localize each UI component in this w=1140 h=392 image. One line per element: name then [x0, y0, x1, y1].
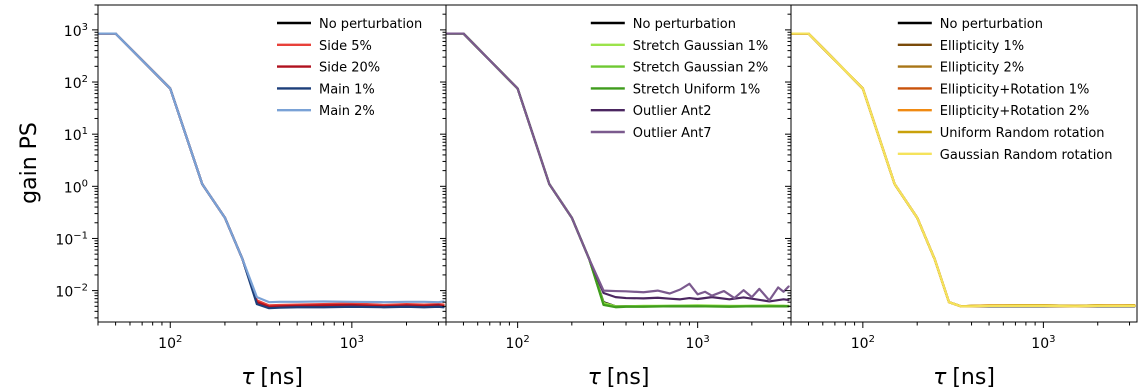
- y-tick-label: 10−1: [55, 230, 88, 248]
- x-axis-title: τ [ns]: [241, 365, 303, 390]
- legend: No perturbation Side 5% Side 20% Main 1% Mai…: [277, 17, 422, 119]
- legend-label: Side 5%: [319, 39, 372, 54]
- legend-label: No perturbation: [319, 17, 422, 32]
- x-tick-label: 102: [158, 334, 182, 352]
- series-line-1: [98, 32, 445, 308]
- legend-label: Stretch Gaussian 1%: [633, 39, 768, 54]
- plot-frame: [790, 4, 1138, 323]
- y-tick-label: 101: [64, 126, 88, 144]
- legend-label: Side 20%: [319, 61, 380, 76]
- legend-label: Ellipticity 1%: [940, 39, 1024, 54]
- series-group: [446, 32, 790, 309]
- series-line-5: [98, 32, 445, 304]
- x-axis-unit: [ns]: [952, 365, 995, 390]
- x-axis-unit: [ns]: [607, 365, 650, 390]
- y-axis-title: gain PS: [17, 122, 42, 204]
- legend-label: Gaussian Random rotation: [940, 148, 1113, 163]
- x-tick-label: 103: [1031, 334, 1055, 352]
- y-tick-label: 100: [64, 178, 88, 196]
- legend-label: No perturbation: [940, 17, 1043, 32]
- legend-label: No perturbation: [633, 17, 736, 32]
- y-tick-label: 102: [64, 74, 88, 92]
- legend-label: Uniform Random rotation: [940, 126, 1105, 141]
- panel-2: 102 103 τ [ns] No perturbation Stretch Gaussi…: [440, 4, 792, 390]
- legend: No perturbation Stretch Gaussian 1% Stretc…: [590, 17, 768, 141]
- legend-label: Ellipticity+Rotation 2%: [940, 104, 1090, 119]
- series-line-2: [98, 32, 445, 307]
- series-group: [98, 32, 445, 310]
- series-line-3: [98, 32, 445, 308]
- x-axis-unit: [ns]: [260, 365, 303, 390]
- series-line-7: [791, 32, 1136, 308]
- legend-label: Main 2%: [319, 104, 375, 119]
- y-tick-label: 10−2: [55, 283, 88, 301]
- legend-label: Ellipticity 2%: [940, 61, 1024, 76]
- x-axis-title: τ [ns]: [933, 365, 995, 390]
- panel-1: 102 103 103 102 101 100 10−1 10−2 τ [ns] gain PS No…: [17, 4, 447, 390]
- series-line-4: [98, 32, 445, 310]
- plot-frame: [97, 4, 447, 323]
- legend-label: Outlier Ant2: [633, 104, 712, 119]
- legend-label: Outlier Ant7: [633, 126, 712, 141]
- panel-3: 102 103 τ [ns] No perturbation Ellipticity 1%…: [785, 4, 1138, 390]
- x-tick-label: 103: [340, 334, 364, 352]
- legend-label: Stretch Uniform 1%: [633, 82, 760, 97]
- legend-label: Ellipticity+Rotation 1%: [940, 82, 1090, 97]
- x-axis-title: τ [ns]: [588, 365, 650, 390]
- legend-label: Stretch Gaussian 2%: [633, 61, 768, 76]
- legend: No perturbation Ellipticity 1% Ellipticity…: [897, 17, 1113, 163]
- y-tick-label: 103: [64, 22, 88, 40]
- x-tick-label: 102: [851, 334, 875, 352]
- series-group: [791, 32, 1136, 308]
- x-tick-label: 103: [686, 334, 710, 352]
- x-tick-label: 102: [506, 334, 530, 352]
- legend-label: Main 1%: [319, 82, 375, 97]
- series-line-6: [446, 32, 790, 302]
